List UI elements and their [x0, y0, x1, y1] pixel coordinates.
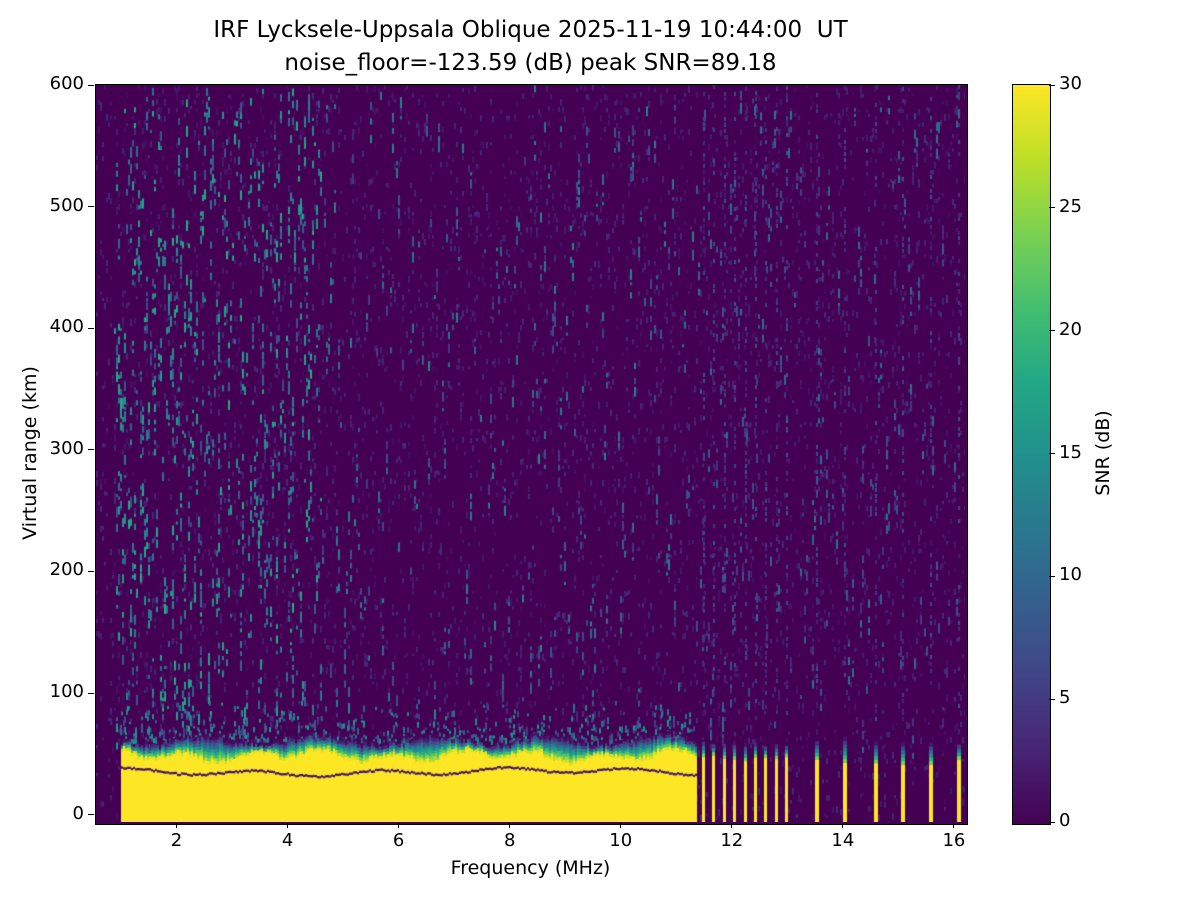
- y-tick-label: 600: [49, 73, 84, 94]
- y-tick-label: 100: [49, 681, 84, 703]
- heatmap-canvas: [96, 85, 965, 822]
- colorbar-tick-label: 0: [1059, 810, 1071, 831]
- colorbar-tick-label: 15: [1059, 441, 1082, 463]
- y-tick-mark: [88, 449, 94, 451]
- y-tick-label: 300: [49, 437, 84, 459]
- x-tick-label: 2: [170, 830, 183, 851]
- colorbar: [1012, 84, 1051, 825]
- x-tick-label: 12: [720, 830, 744, 851]
- y-tick-mark: [88, 84, 94, 86]
- colorbar-tick-label: 20: [1059, 318, 1082, 340]
- colorbar-tick-label: 25: [1059, 195, 1082, 217]
- y-axis-label: Virtual range (km): [19, 366, 41, 540]
- y-tick-mark: [88, 327, 94, 329]
- y-tick-mark: [88, 692, 94, 694]
- colorbar-gradient: [1013, 85, 1050, 824]
- y-tick-label: 400: [49, 316, 84, 338]
- chart-title: IRF Lycksele-Uppsala Oblique 2025-11-19 …: [213, 17, 848, 43]
- colorbar-label: SNR (dB): [1092, 410, 1114, 496]
- x-tick-label: 4: [281, 830, 294, 851]
- colorbar-tick-label: 5: [1059, 687, 1071, 709]
- x-tick-label: 6: [392, 830, 405, 851]
- colorbar-tick-label: 30: [1059, 73, 1082, 94]
- chart-subtitle: noise_floor=-123.59 (dB) peak SNR=89.18: [284, 50, 777, 76]
- y-tick-label: 500: [49, 194, 84, 216]
- y-tick-mark: [88, 206, 94, 208]
- y-tick-mark: [88, 814, 94, 816]
- x-tick-label: 14: [831, 830, 855, 851]
- y-tick-mark: [88, 570, 94, 572]
- y-tick-label: 0: [72, 802, 84, 824]
- plot-area: [95, 84, 968, 825]
- y-tick-label: 200: [49, 559, 84, 581]
- x-tick-label: 8: [503, 830, 516, 851]
- x-axis-label: Frequency (MHz): [450, 857, 611, 879]
- x-tick-label: 10: [609, 830, 633, 851]
- x-tick-label: 16: [942, 830, 966, 851]
- colorbar-tick-label: 10: [1059, 564, 1082, 586]
- chart-title-block: IRF Lycksele-Uppsala Oblique 2025-11-19 …: [96, 14, 965, 80]
